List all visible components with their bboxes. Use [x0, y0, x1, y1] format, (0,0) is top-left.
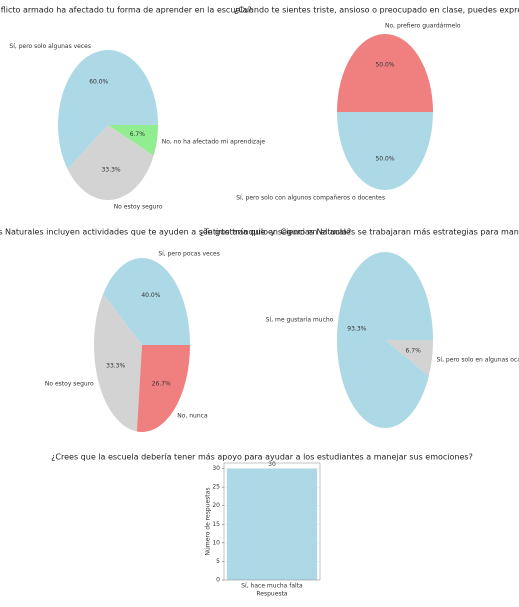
- slice-label: No, nunca: [177, 413, 208, 420]
- bar-value-label: 30: [268, 461, 276, 468]
- y-tick-label: 5: [216, 558, 220, 565]
- pie-slice: [103, 257, 190, 345]
- chart-title: ¿El conflicto armado ha afectado tu form…: [0, 6, 252, 15]
- bar: [226, 468, 318, 580]
- slice-label: No estoy seguro: [114, 204, 163, 211]
- slice-label: No, prefiero guardármelo: [385, 23, 461, 30]
- slice-label: No, no ha afectado mi aprendizaje: [162, 139, 266, 146]
- y-tick-label: 15: [212, 521, 220, 528]
- slice-label: Sí, me gustaría mucho: [266, 316, 334, 323]
- chart-title: ¿Te gustaría que en Ciencias Naturales s…: [200, 228, 519, 237]
- chart-title: ¿Cuando te sientes triste, ansioso o pre…: [234, 6, 519, 15]
- pie-slice: [337, 34, 433, 112]
- slice-percent: 6.7%: [406, 348, 422, 355]
- x-axis-label: Respuesta: [256, 591, 287, 598]
- slice-label: Sí, pero solo algunas veces: [9, 43, 91, 50]
- slice-percent: 40.0%: [141, 292, 160, 299]
- slice-percent: 93.3%: [347, 325, 366, 332]
- pie-slice: [337, 251, 433, 428]
- slice-label: Sí, pero pocas veces: [158, 250, 220, 257]
- slice-percent: 33.3%: [106, 363, 125, 370]
- pie-slice: [93, 293, 142, 432]
- y-tick-label: 10: [212, 539, 220, 546]
- pie-slice: [385, 340, 433, 376]
- x-tick-label: Sí, hace mucha falta: [241, 583, 303, 590]
- pie-slice: [337, 112, 433, 190]
- slice-label: Sí, pero solo en algunas ocasiones: [437, 357, 519, 364]
- slice-percent: 60.0%: [89, 79, 108, 86]
- y-tick-label: 25: [212, 484, 220, 491]
- pie-slice: [136, 345, 190, 433]
- slice-percent: 6.7%: [130, 131, 146, 138]
- slice-percent: 50.0%: [375, 62, 394, 69]
- pie-slice: [57, 50, 158, 170]
- chart-title: ¿Crees que la escuela debería tener más …: [51, 453, 473, 462]
- slice-label: Sí, pero solo con algunos compañeros o d…: [236, 194, 385, 201]
- slice-percent: 50.0%: [375, 155, 394, 162]
- y-tick-label: 20: [212, 502, 220, 509]
- slice-percent: 26.7%: [152, 380, 171, 387]
- y-tick-label: 0: [216, 577, 220, 584]
- axes-frame: [223, 462, 321, 581]
- pie-slice: [108, 125, 158, 156]
- slice-label: No estoy seguro: [45, 380, 94, 387]
- y-axis-label: Número de respuestas: [205, 488, 212, 556]
- chart-title: ¿Las clases de Ciencias Naturales incluy…: [0, 228, 351, 237]
- slice-percent: 33.3%: [102, 166, 121, 173]
- pie-slice: [67, 125, 154, 201]
- y-tick-label: 30: [212, 465, 220, 472]
